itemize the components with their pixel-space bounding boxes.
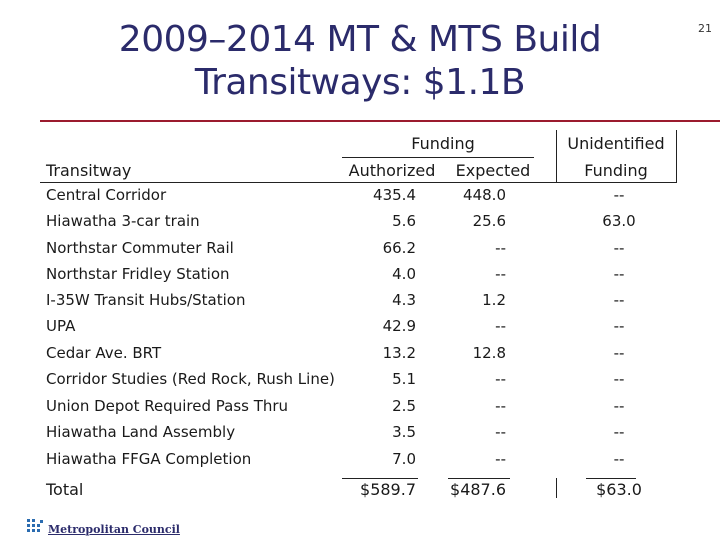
header-authorized: Authorized: [348, 161, 436, 180]
header-expected: Expected: [455, 161, 531, 180]
metropolitan-council-logo-icon: [26, 518, 44, 540]
slide-title: 2009–2014 MT & MTS Build Transitways: $1…: [60, 18, 660, 104]
row-unidentified: --: [613, 450, 625, 468]
row-unidentified: 63.0: [602, 212, 636, 230]
row-name: Hiawatha 3-car train: [46, 212, 200, 230]
row-name: I-35W Transit Hubs/Station: [46, 291, 246, 309]
funding-underline: [342, 157, 534, 158]
unidentified-right-border: [676, 130, 677, 182]
row-name: Northstar Commuter Rail: [46, 239, 234, 257]
unidentified-left-border: [556, 130, 557, 182]
total-rule-authorized: [342, 478, 418, 479]
row-name: Cedar Ave. BRT: [46, 344, 162, 362]
row-expected: --: [495, 397, 506, 415]
row-expected: --: [495, 370, 506, 388]
metropolitan-council-logo-text: Metropolitan Council: [48, 522, 180, 536]
row-expected: --: [495, 423, 506, 441]
row-unidentified: --: [613, 344, 625, 362]
header-bottom-rule: [40, 182, 677, 183]
row-unidentified: --: [613, 291, 625, 309]
row-authorized: 3.5: [392, 423, 416, 441]
header-unidentified-line2: Funding: [584, 161, 648, 180]
row-name: Corridor Studies (Red Rock, Rush Line): [46, 370, 335, 388]
header-funding: Funding: [411, 134, 475, 153]
row-authorized: 4.0: [392, 265, 416, 283]
metropolitan-council-logo: Metropolitan Council: [26, 518, 180, 540]
row-authorized: 66.2: [382, 239, 416, 257]
total-authorized: $589.7: [360, 480, 416, 499]
row-expected: 448.0: [463, 186, 506, 204]
row-authorized: 4.3: [392, 291, 416, 309]
row-authorized: 5.1: [392, 370, 416, 388]
row-expected: --: [495, 450, 506, 468]
row-authorized: 42.9: [382, 317, 416, 335]
row-unidentified: --: [613, 370, 625, 388]
row-unidentified: --: [613, 423, 625, 441]
title-line-1: 2009–2014 MT & MTS Build: [118, 19, 602, 60]
row-unidentified: --: [613, 317, 625, 335]
row-name: UPA: [46, 317, 76, 335]
row-authorized: 7.0: [392, 450, 416, 468]
row-authorized: 13.2: [382, 344, 416, 362]
row-name: Union Depot Required Pass Thru: [46, 397, 289, 415]
total-rule-expected: [448, 478, 510, 479]
page-number: 21: [698, 22, 712, 35]
total-label: Total: [46, 480, 84, 499]
total-expected: $487.6: [450, 480, 506, 499]
row-unidentified: --: [613, 397, 625, 415]
row-unidentified: --: [613, 265, 625, 283]
row-expected: 1.2: [482, 291, 506, 309]
row-expected: --: [495, 317, 506, 335]
row-authorized: 435.4: [373, 186, 416, 204]
row-authorized: 2.5: [392, 397, 416, 415]
header-transitway: Transitway: [46, 161, 132, 180]
row-name: Northstar Fridley Station: [46, 265, 230, 283]
row-expected: --: [495, 265, 506, 283]
row-expected: 25.6: [472, 212, 506, 230]
row-unidentified: --: [613, 239, 625, 257]
total-unidentified: $63.0: [596, 480, 642, 499]
row-unidentified: --: [613, 186, 625, 204]
header-unidentified-line1: Unidentified: [567, 134, 665, 153]
row-name: Central Corridor: [46, 186, 167, 204]
row-name: Hiawatha Land Assembly: [46, 423, 236, 441]
row-expected: --: [495, 239, 506, 257]
row-authorized: 5.6: [392, 212, 416, 230]
title-line-2: Transitways: $1.1B: [194, 62, 526, 103]
unidentified-total-left-border: [556, 478, 557, 498]
title-divider: [40, 120, 720, 122]
row-expected: 12.8: [472, 344, 506, 362]
total-rule-unidentified: [586, 478, 636, 479]
row-name: Hiawatha FFGA Completion: [46, 450, 252, 468]
